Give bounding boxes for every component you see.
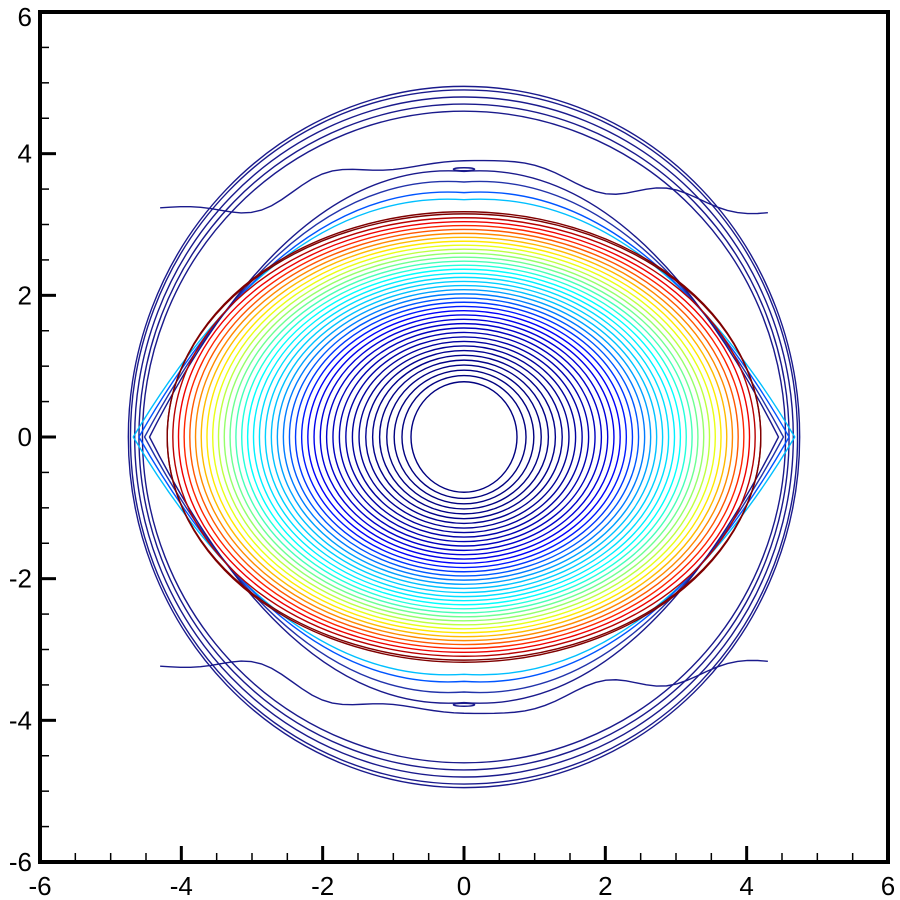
x-tick-label: 6 <box>881 871 895 900</box>
central-contour <box>183 224 745 650</box>
axis-tick-labels: -6 -4 -2 0 2 4 6 -6 -4 -2 0 2 4 6 <box>9 2 895 900</box>
central-contour <box>371 354 557 520</box>
y-tick-label: -2 <box>9 564 32 594</box>
central-contour <box>252 272 676 602</box>
x-tick-label: -4 <box>170 871 193 900</box>
outer-band-contour <box>141 110 787 764</box>
small-feature-contour <box>452 702 476 707</box>
central-contour <box>217 248 711 626</box>
x-tick-label: -6 <box>28 871 51 900</box>
outer-band-contour <box>133 96 795 778</box>
y-tick-label: 6 <box>18 2 32 32</box>
inner-boundary-contour <box>166 211 762 663</box>
central-contour <box>246 268 682 606</box>
central-contour <box>206 240 722 634</box>
central-contour <box>189 228 739 646</box>
central-contour <box>294 301 634 573</box>
x-tick-label: 0 <box>457 871 471 900</box>
central-contour <box>194 232 734 642</box>
central-contour <box>365 349 563 525</box>
cusp-contour <box>138 191 790 683</box>
central-contour <box>276 289 652 585</box>
central-contour <box>386 364 542 510</box>
central-contour <box>401 374 527 500</box>
central-contour <box>378 359 550 515</box>
outer-lobe-contour <box>160 159 768 215</box>
central-contour <box>172 217 756 657</box>
outer-lobe-contour <box>160 659 768 715</box>
central-contour <box>241 264 687 610</box>
small-feature-contour <box>452 167 476 172</box>
central-contour <box>313 314 615 560</box>
central-contour <box>338 331 590 543</box>
central-contour <box>264 280 664 594</box>
central-contour <box>288 297 640 577</box>
central-contour <box>300 305 628 569</box>
central-contour <box>358 345 570 529</box>
central-contour <box>282 293 646 581</box>
y-tick-label: -4 <box>9 705 32 735</box>
central-contour <box>307 310 621 564</box>
central-contour <box>229 256 699 618</box>
central-contour <box>345 336 583 538</box>
cusp-contour <box>148 170 780 704</box>
central-contour <box>258 276 670 598</box>
central-contour <box>235 260 693 614</box>
y-tick-label: 2 <box>18 280 32 310</box>
y-tick-label: -6 <box>9 847 32 877</box>
central-contour <box>319 318 609 556</box>
central-contour <box>177 220 751 654</box>
x-tick-label: 2 <box>598 871 612 900</box>
central-contour <box>332 327 596 547</box>
axis-ticks <box>38 10 890 864</box>
y-tick-label: 0 <box>18 422 32 452</box>
outer-band-contour <box>129 89 799 785</box>
contour-lines <box>127 85 801 789</box>
y-tick-label: 4 <box>18 139 32 169</box>
central-contour <box>410 381 518 493</box>
central-contour <box>212 244 716 630</box>
central-contour <box>351 340 577 534</box>
x-tick-label: -2 <box>311 871 334 900</box>
outer-boundary-contour <box>127 85 801 789</box>
cusp-contour <box>143 180 785 694</box>
central-contour <box>393 369 535 505</box>
central-contour <box>200 236 728 638</box>
central-contour <box>270 284 658 590</box>
central-contour <box>223 252 705 622</box>
x-tick-label: 4 <box>739 871 753 900</box>
central-contour <box>325 322 603 552</box>
cusp-contour <box>132 198 796 676</box>
